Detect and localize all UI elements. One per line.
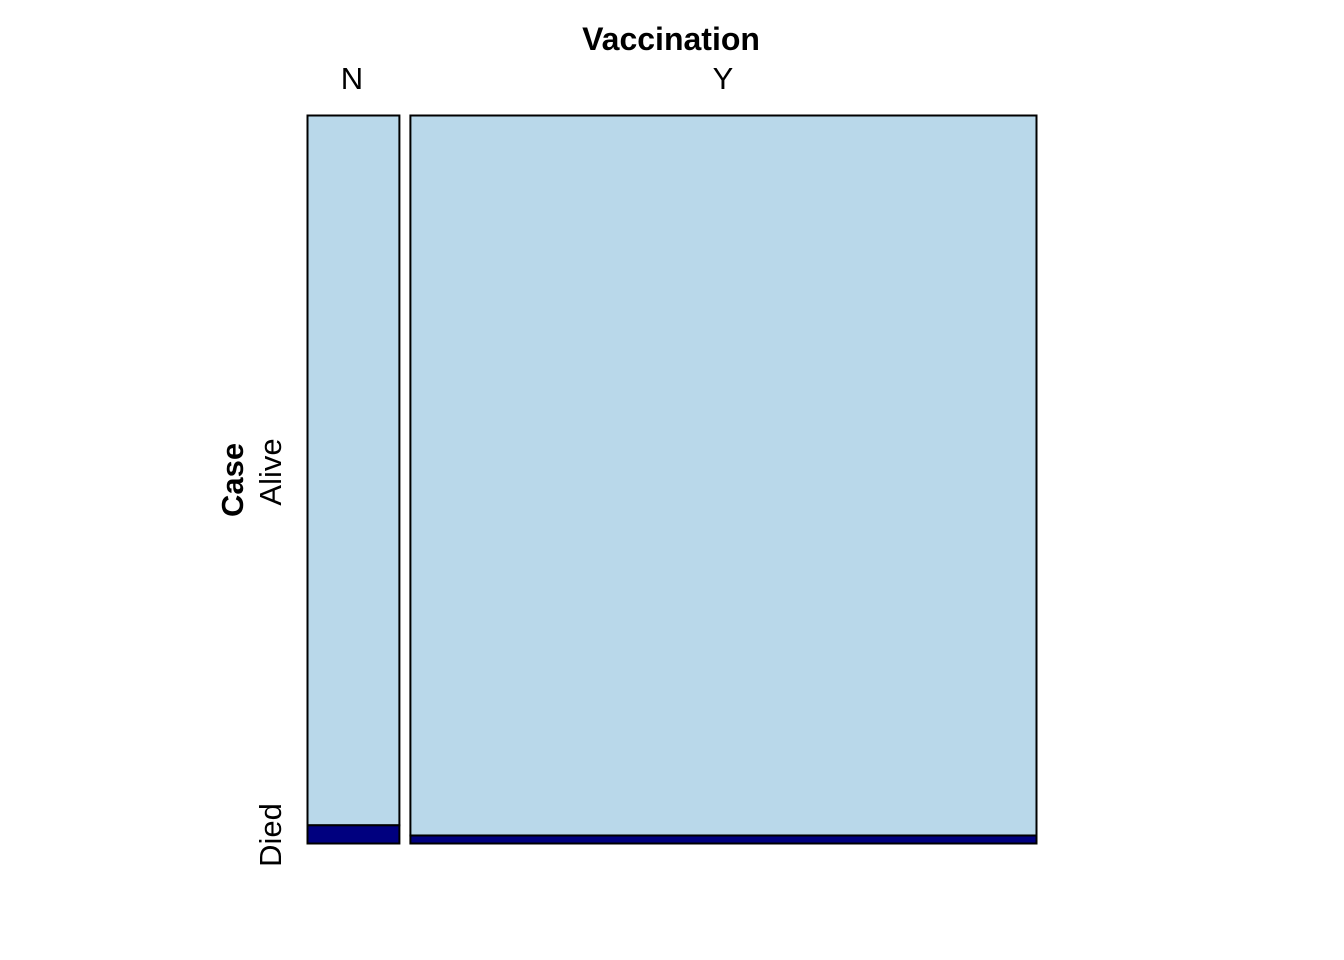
x-variable-label: Vaccination: [582, 21, 760, 57]
mosaic-tiles: [306, 114, 1038, 845]
tile-y-died: [409, 834, 1038, 845]
row-label-died: Died: [253, 803, 288, 867]
tile-y-alive: [409, 114, 1038, 837]
tile-n-died: [306, 824, 401, 845]
tile-n-alive: [306, 114, 401, 827]
y-variable-label: Case: [215, 443, 250, 517]
column-label-y: Y: [713, 61, 734, 96]
row-label-alive: Alive: [253, 438, 288, 505]
column-label-n: N: [341, 61, 363, 96]
